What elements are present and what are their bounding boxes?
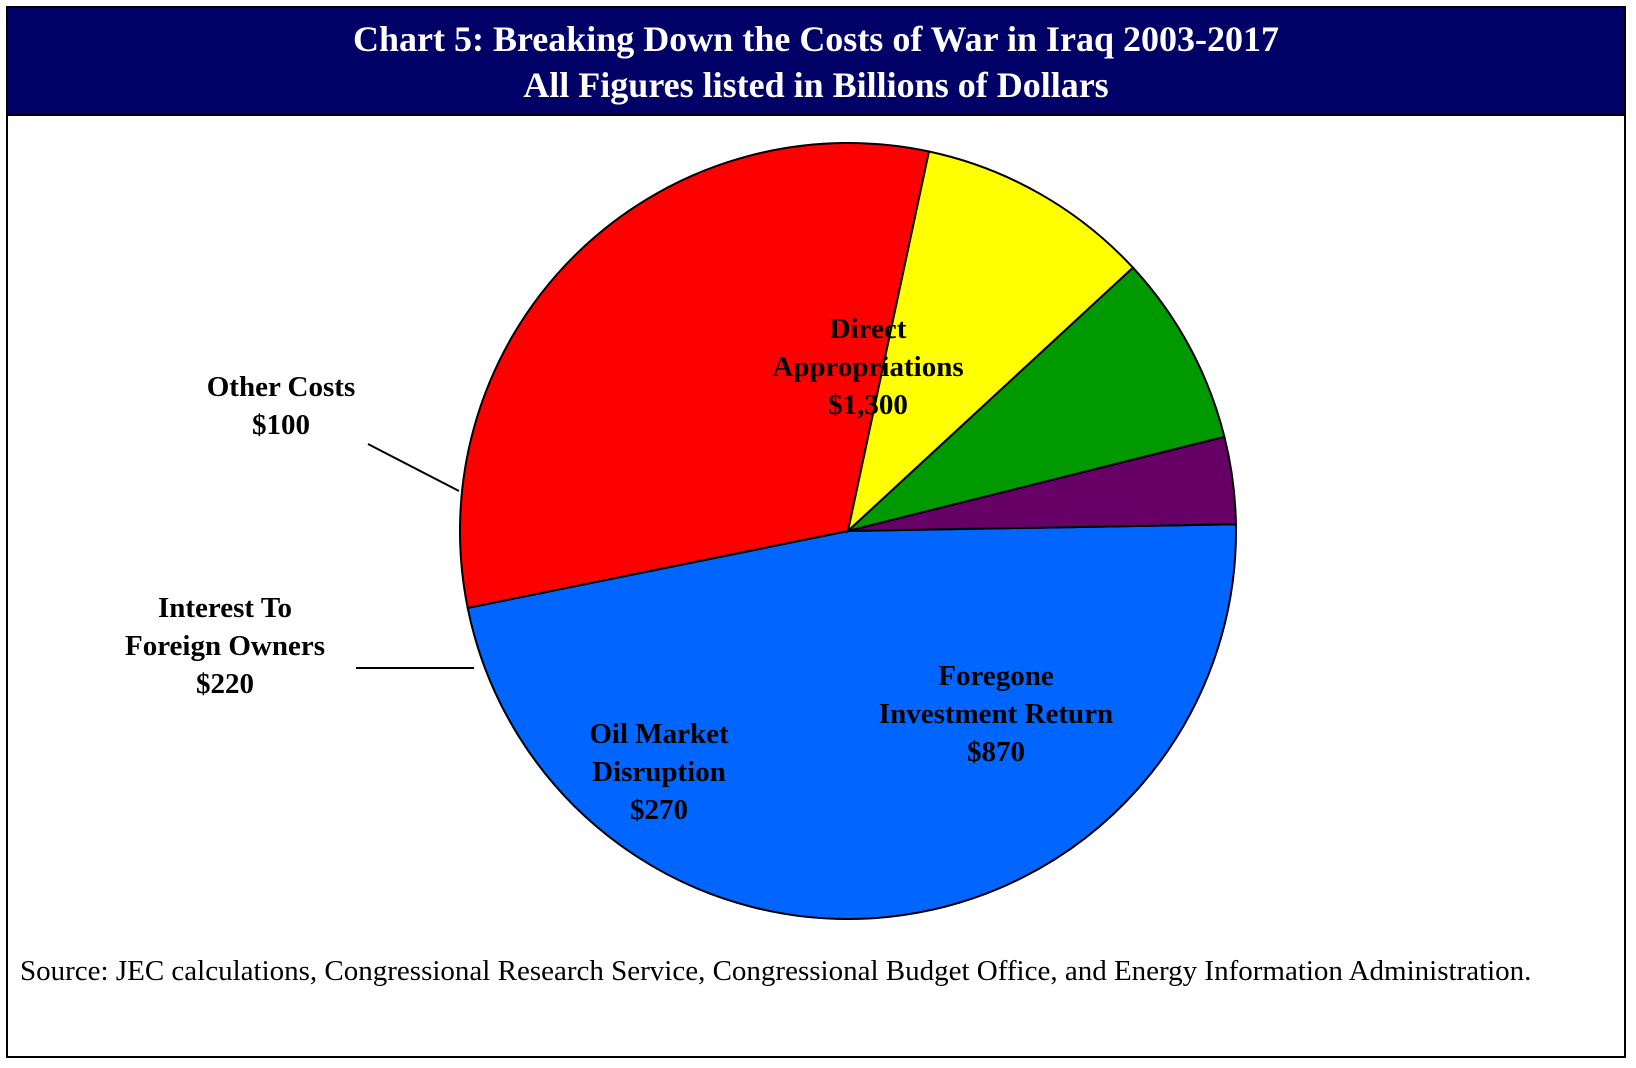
pie-slice-1	[466, 523, 1237, 920]
source-note: Source: JEC calculations, Congressional …	[20, 955, 1532, 987]
pie-slice-3	[846, 150, 1135, 534]
slice-label-1: Direct Appropriations $1,300	[772, 313, 963, 421]
pie-slice-2	[459, 141, 931, 610]
chart-header: Chart 5: Breaking Down the Costs of War …	[8, 8, 1624, 116]
slice-name-label: Investment Return	[879, 698, 1113, 730]
slice-name-label: Foreign Owners	[125, 630, 325, 662]
chart-subtitle: All Figures listed in Billions of Dollar…	[523, 65, 1109, 105]
slice-name-label: Oil Market	[589, 718, 729, 750]
slice-name-label: Appropriations	[772, 351, 963, 383]
slice-value-label: $100	[252, 409, 310, 441]
pie-slice-5	[847, 435, 1237, 532]
slice-name-label: Other Costs	[207, 371, 355, 403]
leader-line-5	[367, 443, 460, 492]
slice-name-label: Foregone	[938, 660, 1054, 692]
chart-title: Chart 5: Breaking Down the Costs of War …	[352, 19, 1280, 59]
slice-label-2: Foregone Investment Return $870	[879, 660, 1113, 768]
slice-label-4: Interest To Foreign Owners $220	[125, 592, 325, 700]
slice-name-label: Interest To	[158, 592, 292, 624]
slice-name-label: Direct	[830, 313, 907, 345]
slice-value-label: $870	[967, 736, 1025, 768]
slice-value-label: $220	[196, 668, 254, 700]
slice-value-label: $1,300	[828, 389, 908, 421]
pie-slice-4	[847, 266, 1226, 532]
slice-label-3: Oil Market Disruption $270	[589, 718, 729, 826]
slice-label-5: Other Costs $100	[207, 371, 355, 441]
slice-name-label: Disruption	[592, 756, 726, 788]
slice-value-label: $270	[630, 794, 688, 826]
